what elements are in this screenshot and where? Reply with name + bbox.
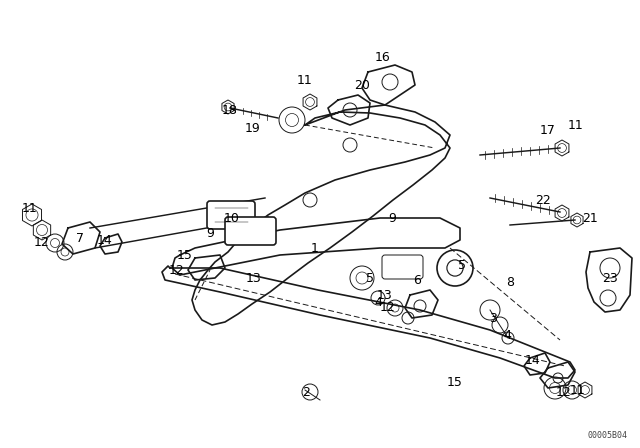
- Text: 12: 12: [380, 301, 396, 314]
- Text: 9: 9: [388, 211, 396, 224]
- Text: 2: 2: [302, 385, 310, 399]
- Text: 11: 11: [297, 73, 313, 86]
- Text: 19: 19: [245, 121, 261, 134]
- Text: 1: 1: [311, 241, 319, 254]
- Text: 12: 12: [34, 236, 50, 249]
- Text: 11: 11: [22, 202, 38, 215]
- Text: 15: 15: [177, 249, 193, 262]
- FancyBboxPatch shape: [382, 255, 423, 279]
- Text: 14: 14: [97, 233, 113, 246]
- Text: 15: 15: [447, 375, 463, 388]
- Text: 10: 10: [224, 211, 240, 224]
- Text: 6: 6: [413, 273, 421, 287]
- FancyBboxPatch shape: [225, 217, 276, 245]
- Text: 11: 11: [568, 119, 584, 132]
- Text: 14: 14: [525, 353, 541, 366]
- Text: 4: 4: [374, 296, 382, 309]
- Text: 5: 5: [458, 258, 466, 271]
- Text: 5: 5: [366, 271, 374, 284]
- Text: 17: 17: [540, 124, 556, 137]
- Text: 9: 9: [206, 227, 214, 240]
- Text: 13: 13: [246, 271, 262, 284]
- Text: 13: 13: [377, 289, 393, 302]
- Text: 11: 11: [570, 383, 586, 396]
- Text: 16: 16: [375, 51, 391, 64]
- FancyBboxPatch shape: [207, 201, 255, 229]
- Text: 18: 18: [222, 103, 238, 116]
- Text: 22: 22: [535, 194, 551, 207]
- Text: 00005B04: 00005B04: [588, 431, 628, 439]
- Text: 7: 7: [76, 232, 84, 245]
- Text: 23: 23: [602, 271, 618, 284]
- Text: 12: 12: [169, 263, 185, 276]
- Text: 3: 3: [489, 311, 497, 324]
- Text: 20: 20: [354, 78, 370, 91]
- Text: 8: 8: [506, 276, 514, 289]
- Text: 12: 12: [556, 385, 572, 399]
- Text: 21: 21: [582, 211, 598, 224]
- Text: 4: 4: [503, 328, 511, 341]
